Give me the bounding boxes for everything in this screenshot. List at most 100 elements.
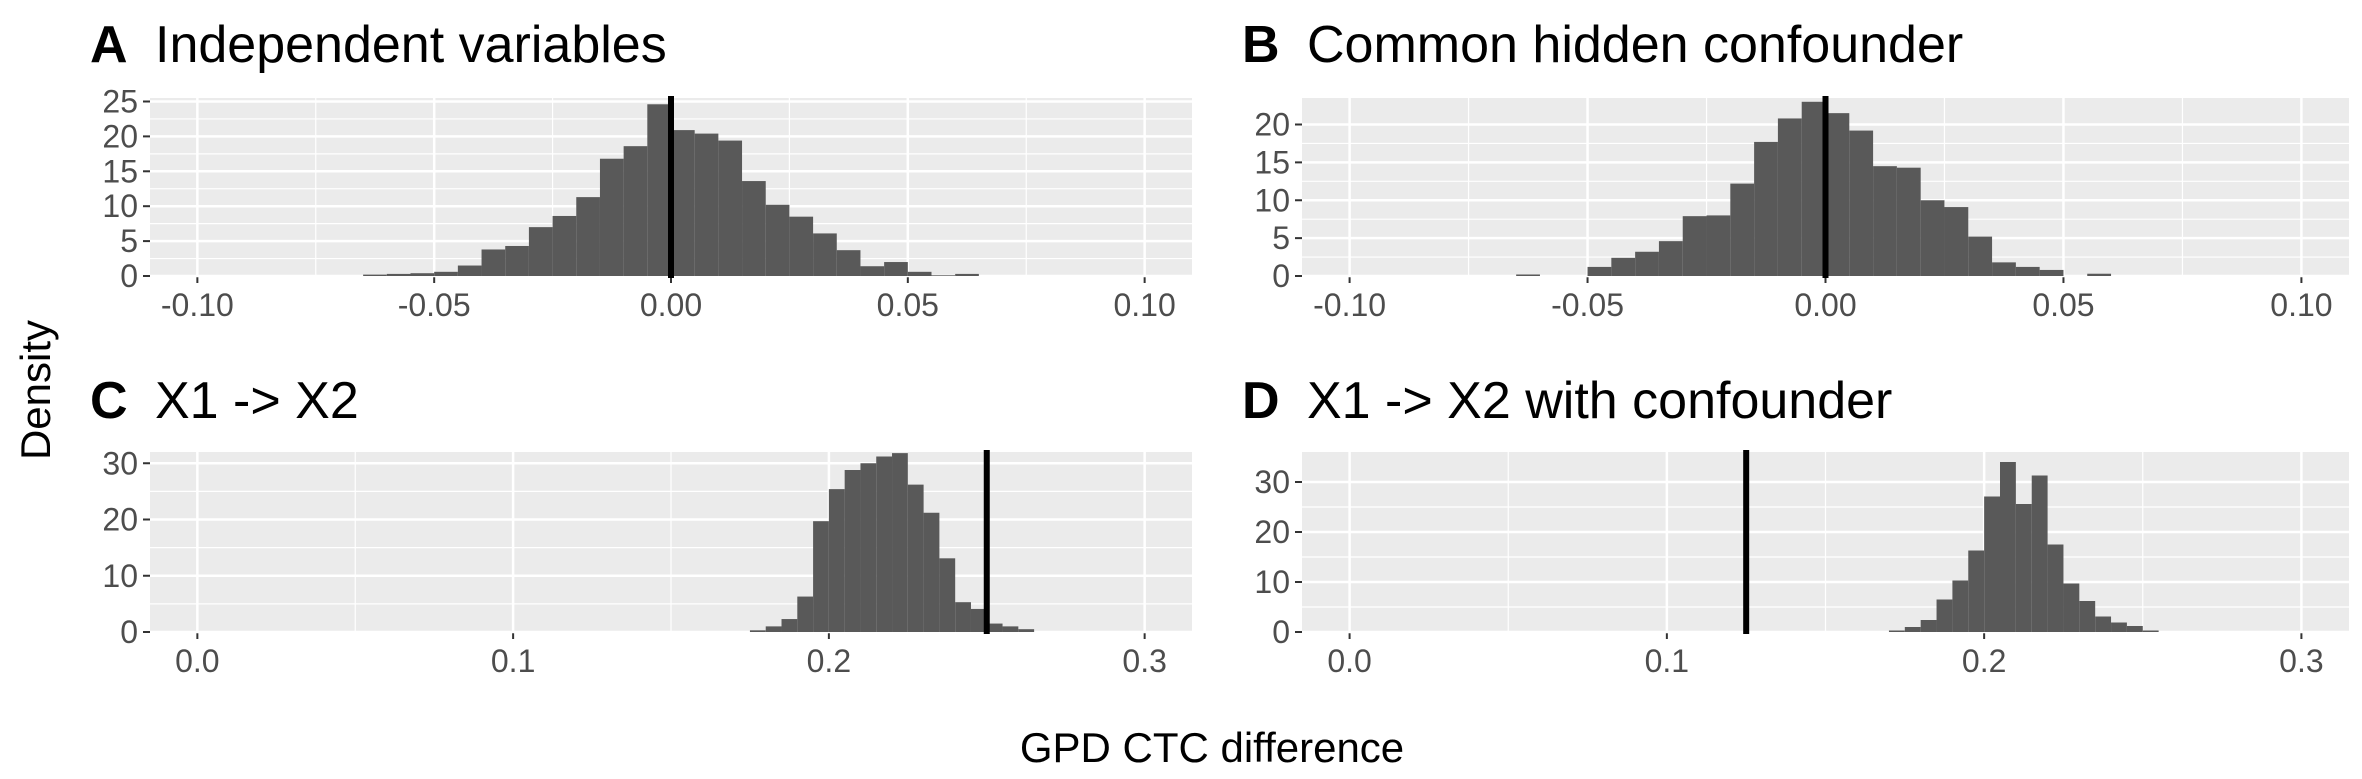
x-tick-label: 0.1 [491, 643, 535, 679]
y-tick-label: 5 [120, 223, 138, 259]
y-tick-label: 30 [1254, 464, 1290, 500]
histogram-bar [576, 197, 600, 276]
histogram-bar [623, 146, 648, 276]
histogram-bar [1968, 236, 1993, 276]
histogram-bar [749, 630, 766, 632]
x-tick-label: 0.00 [640, 287, 702, 323]
histogram-bar [907, 484, 924, 632]
histogram-bar [2031, 475, 2048, 632]
x-tick-label: 0.2 [807, 643, 851, 679]
y-tick-label: 20 [102, 502, 138, 538]
panel-tag-b: B [1242, 16, 1280, 74]
histogram-bar [1904, 627, 1921, 632]
y-tick-label: 5 [1272, 220, 1290, 256]
histogram-bar [1002, 626, 1019, 632]
histogram-bar [647, 104, 671, 277]
histogram-bar [1992, 262, 2016, 276]
histogram-bar [1849, 130, 1874, 276]
histogram-bar [923, 512, 940, 632]
histogram-bar [892, 453, 908, 632]
histogram-bar [797, 596, 814, 632]
y-tick-label: 0 [120, 614, 138, 650]
y-tick-label: 20 [102, 118, 138, 154]
histogram-bar [1611, 257, 1636, 276]
histogram-bar [789, 216, 814, 276]
histogram-bar [1706, 215, 1731, 276]
histogram-bar [1968, 550, 1985, 632]
histogram-bar [434, 271, 458, 276]
panel-b: B Common hidden confounder -0.10 -0.05 0.00 0… [1242, 16, 2349, 323]
y-tick-label: 0 [1272, 614, 1290, 650]
x-tick-label: 0.2 [1962, 643, 2006, 679]
histogram-bar [813, 233, 837, 276]
histogram-bar [1944, 207, 1969, 276]
y-tick-label: 15 [1254, 144, 1290, 180]
y-tick-label: 20 [1254, 107, 1290, 143]
histogram-bar [528, 227, 553, 276]
histogram-bar [718, 140, 743, 276]
x-tick-label: -0.05 [398, 287, 471, 323]
histogram-bar [386, 273, 411, 276]
histogram-bar [2126, 626, 2143, 632]
panel-tag-c: C [90, 372, 128, 430]
histogram-bar [970, 608, 987, 632]
histogram-bar [876, 456, 893, 632]
histogram-bar [844, 470, 861, 632]
x-tick-label: -0.10 [1313, 287, 1386, 323]
histogram-bar [939, 558, 956, 632]
histogram-bar [1984, 496, 2000, 632]
y-tick-label: 10 [102, 188, 138, 224]
histogram-bar [1635, 251, 1659, 276]
x-tick-label: 0.05 [2032, 287, 2094, 323]
histogram-bar [1888, 630, 1905, 632]
histogram-bar [1658, 241, 1683, 276]
histogram-bar [1516, 274, 1540, 276]
histogram-bar [860, 266, 885, 276]
y-axis-title: Density [12, 320, 59, 460]
histogram-bar [1801, 101, 1826, 276]
x-tick-label: 0.0 [175, 643, 219, 679]
panel-tag-d: D [1242, 372, 1280, 430]
histogram-bar [599, 158, 624, 276]
x-tick-label: 0.05 [877, 287, 939, 323]
histogram-bar [363, 274, 387, 276]
x-axis-title: GPD CTC difference [1020, 724, 1404, 771]
histogram-bar [1825, 113, 1850, 277]
y-tick-label: 20 [1254, 514, 1290, 550]
y-tick-label: 0 [1272, 258, 1290, 294]
histogram-bar [2015, 504, 2032, 632]
histogram-bar [1873, 166, 1897, 276]
histogram-bar [742, 181, 766, 276]
x-tick-label: 0.3 [2279, 643, 2323, 679]
histogram-bar [781, 619, 798, 632]
histogram-bar [836, 250, 861, 276]
histogram-bar [1936, 599, 1953, 632]
histogram-bar [955, 273, 979, 276]
histogram-bar [2095, 616, 2112, 632]
histogram-bar [1754, 141, 1778, 276]
histogram-bar [931, 275, 956, 276]
panels: A Independent variables-0.10 -0.05 0.00 0.05… [90, 16, 2349, 679]
histogram-bar [505, 245, 529, 276]
histogram-bar [765, 204, 790, 276]
histogram-bar [1018, 629, 1035, 632]
x-tick-label: 0.3 [1122, 643, 1166, 679]
x-tick-label: 0.00 [1794, 287, 1856, 323]
panel-c: C X1 -> X2 0.0 0.1 0.2 0.3 0 10 20 30 [90, 372, 1192, 679]
y-tick-label: 10 [102, 558, 138, 594]
y-tick-label: 0 [120, 258, 138, 294]
histogram-bar [2111, 622, 2127, 632]
panel-title-d: X1 -> X2 with confounder [1307, 372, 1892, 430]
x-tick-label: 0.1 [1645, 643, 1689, 679]
panel-d: D X1 -> X2 with confounder 0.0 0.1 0.2 0.3 0 10… [1242, 372, 2349, 679]
y-tick-label: 10 [1254, 564, 1290, 600]
histogram-bar [481, 249, 506, 276]
histogram-bar [1777, 118, 1802, 276]
x-tick-label: -0.10 [161, 287, 234, 323]
x-tick-label: 0.0 [1327, 643, 1371, 679]
histogram-bar [2079, 601, 2096, 632]
y-tick-label: 10 [1254, 182, 1290, 218]
histogram-bar [986, 623, 1003, 632]
histogram-bar [1952, 580, 1969, 632]
histogram-bar [2015, 266, 2040, 276]
